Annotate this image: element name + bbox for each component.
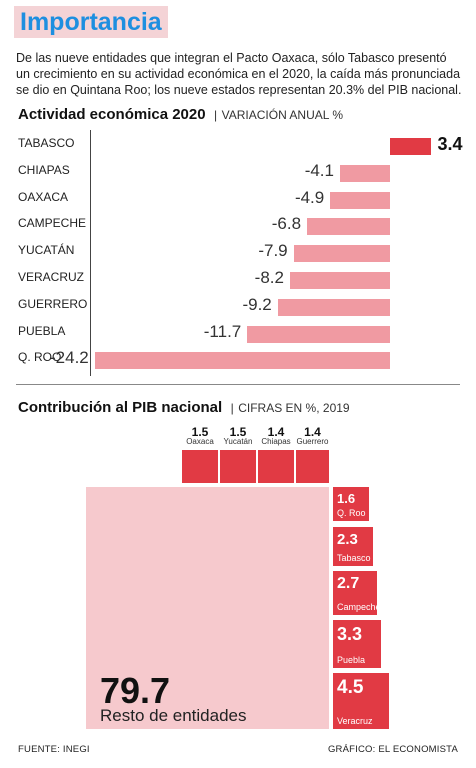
page-title: Importancia (14, 6, 168, 38)
bar-chiapas (339, 164, 390, 182)
bar-campeche (307, 218, 390, 236)
activity-chart-subtitle: VARIACIÓN ANUAL % (221, 108, 343, 122)
gdp-chart-header: Contribución al PIB nacional | CIFRAS EN… (18, 399, 350, 416)
state-name-label: Q. Roo (337, 508, 366, 518)
bar-category-label: PUEBLA (18, 323, 66, 338)
bar-category-label: GUERRERO (18, 296, 88, 311)
state-value-label: 4.5 (337, 677, 364, 698)
small-state-value: 1.4 (304, 425, 321, 439)
bar-value-label: -11.7 (203, 321, 242, 341)
bar-guerrero (277, 298, 390, 316)
rest-name-label: Resto de entidades (100, 706, 247, 725)
activity-chart-header: Actividad económica 2020 | VARIACIÓN ANU… (18, 106, 343, 123)
tile-qroo (333, 487, 369, 521)
bar-category-label: CHIAPAS (18, 162, 70, 177)
gdp-chart-title: Contribución al PIB nacional (18, 399, 223, 416)
bar-category-label: OAXACA (18, 189, 69, 204)
tile-resto-de-entidades (86, 487, 329, 729)
small-state-value: 1.5 (229, 425, 247, 439)
tile-guerrero (296, 450, 329, 483)
bar-value-label: -4.1 (304, 160, 334, 180)
tile-yucatn (220, 450, 256, 483)
source-note: FUENTE: INEGI (18, 744, 90, 755)
bar-category-label: Q. ROO (18, 350, 62, 365)
state-value-label: 2.3 (337, 531, 358, 548)
zero-axis (90, 130, 91, 376)
bar-value-label: -7.9 (258, 241, 288, 261)
tile-veracruz (333, 673, 389, 729)
small-state-name: Chiapas (261, 437, 291, 446)
bar-category-label: YUCATÁN (18, 243, 75, 258)
state-value-label: 3.3 (337, 624, 363, 644)
tile-campeche (333, 571, 377, 615)
bar-qroo (94, 352, 390, 370)
tile-puebla (333, 620, 381, 668)
bar-category-label: VERACRUZ (18, 270, 85, 284)
small-state-name: Oaxaca (186, 437, 214, 446)
gdp-chart-subtitle: CIFRAS EN %, 2019 (238, 401, 350, 415)
state-name-label: Tabasco (337, 553, 371, 563)
bar-value-label: -6.8 (271, 214, 302, 234)
state-name-label: Veracruz (337, 716, 373, 726)
small-state-value: 1.4 (267, 425, 285, 439)
tile-chiapas (258, 450, 294, 483)
bar-category-label: TABASCO (18, 136, 75, 150)
bar-oaxaca (330, 191, 390, 209)
state-value-label: 1.6 (337, 491, 356, 506)
small-state-value: 1.5 (191, 425, 209, 439)
state-name-label: Puebla (337, 655, 366, 665)
activity-chart-title: Actividad económica 2020 (18, 106, 206, 123)
bar-value-label: 3.4 (437, 134, 463, 154)
tile-oaxaca (182, 450, 218, 483)
activity-bar-chart: TABASCO 3.4 CHIAPAS -4.1 OAXACA -4.9 CAMPECHE -… (18, 134, 463, 370)
bar-value-label: -8.2 (254, 268, 284, 287)
small-state-name: Guerrero (296, 437, 329, 446)
bar-value-label: -4.9 (294, 187, 325, 207)
bar-value-label: -9.2 (242, 294, 272, 314)
bar-puebla (247, 325, 390, 343)
tile-tabasco (333, 527, 373, 566)
bar-category-label: CAMPECHE (18, 216, 87, 231)
bar-veracruz (289, 272, 390, 289)
state-name-label: Campeche (337, 602, 381, 612)
credit-note: GRÁFICO: EL ECONOMISTA (327, 744, 458, 755)
bar-tabasco (390, 138, 432, 155)
section-divider (16, 384, 460, 385)
intro-text: De las nueve entidades que integran el P… (16, 51, 462, 97)
bar-yucatn (293, 245, 390, 263)
small-state-name: Yucatán (223, 437, 253, 446)
bar-value-label: -24.2 (50, 348, 89, 368)
state-value-label: 2.7 (337, 575, 360, 592)
rest-value-label: 79.7 (100, 670, 171, 711)
